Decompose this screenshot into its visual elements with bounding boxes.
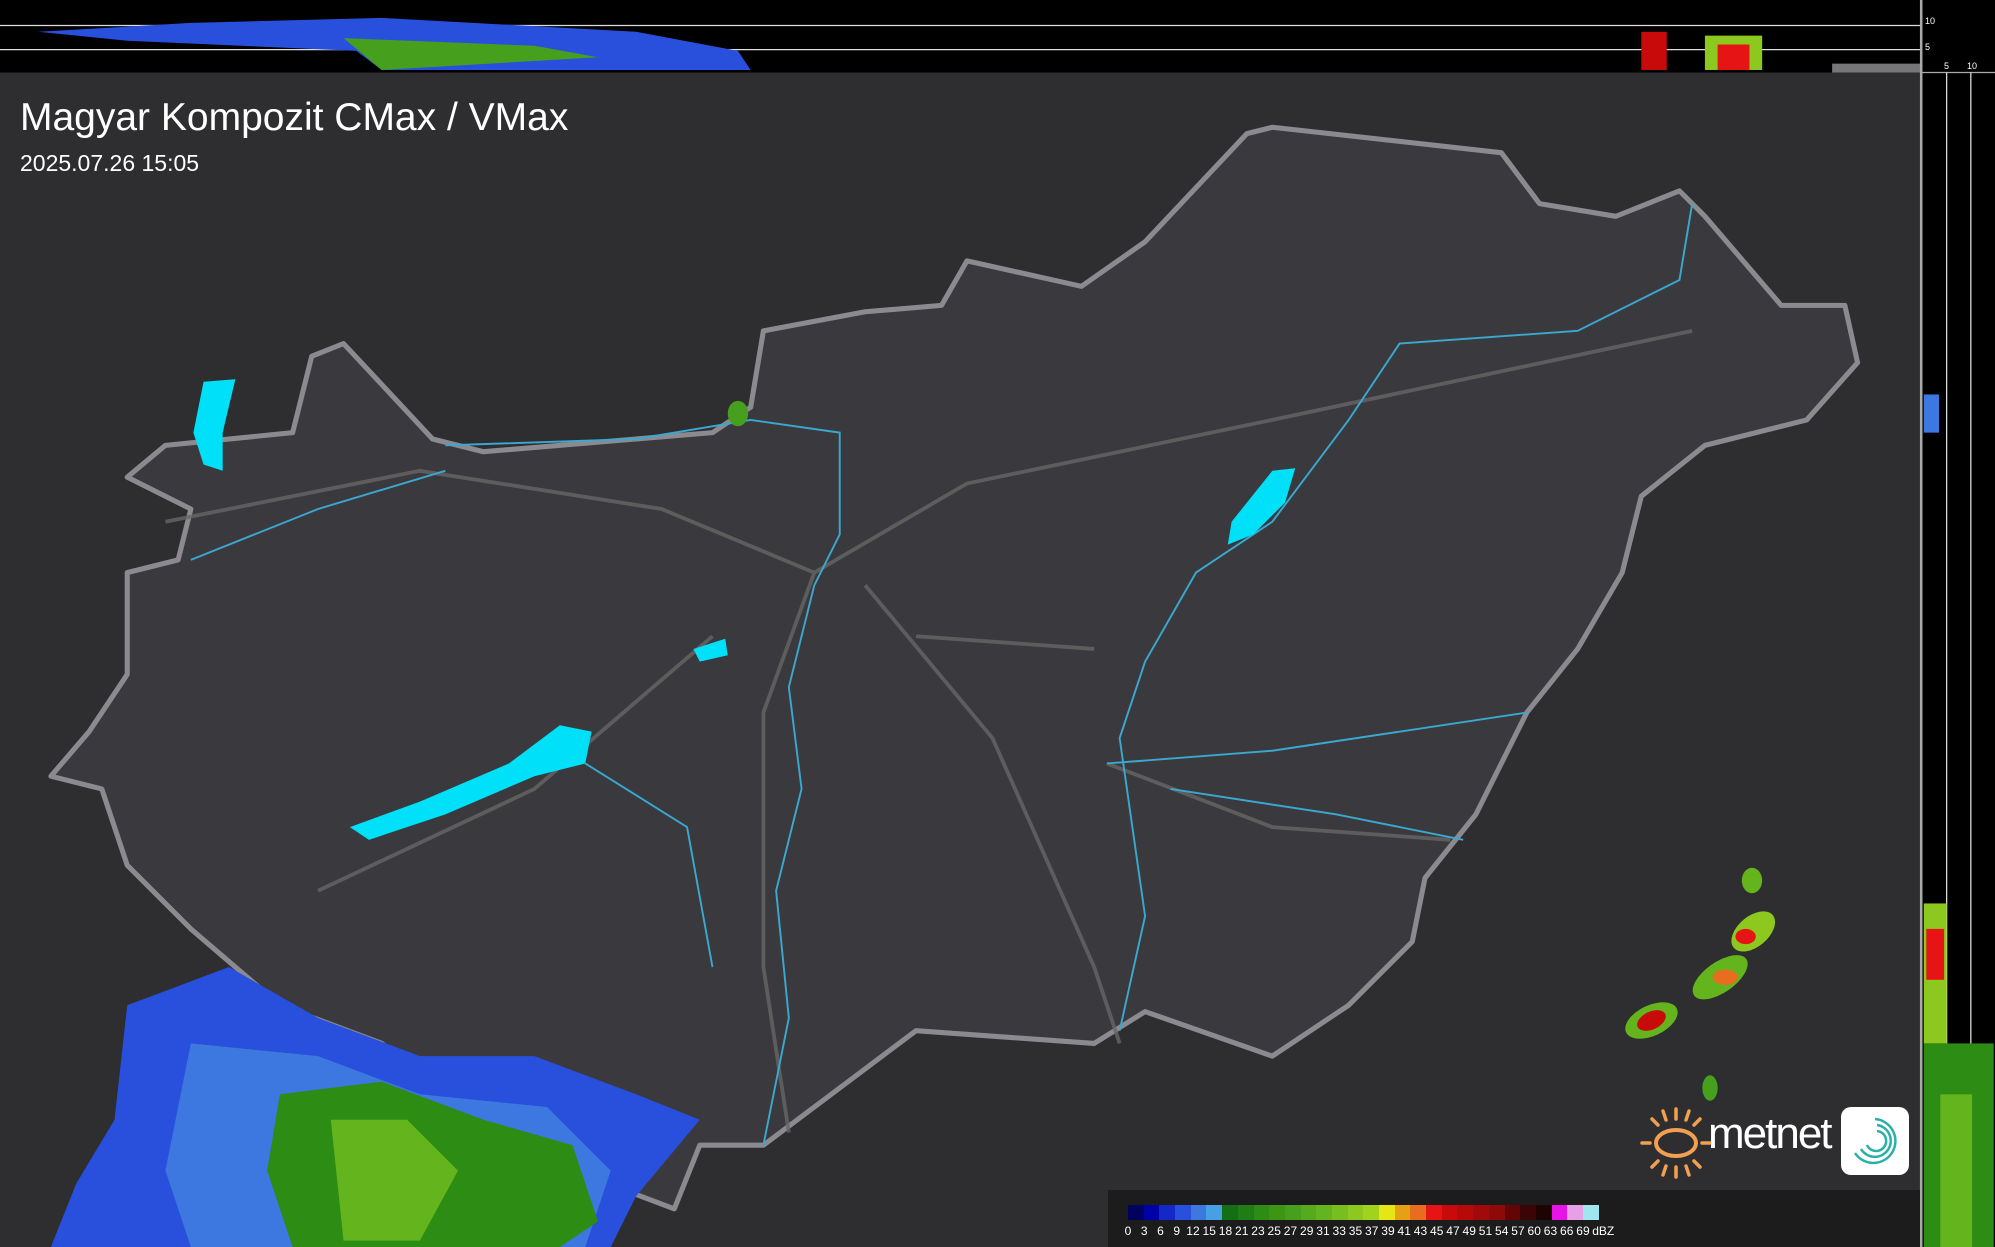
legend-label: 9 [1173,1224,1181,1238]
legend-swatch [1504,1205,1521,1220]
legend-label: 57 [1511,1224,1525,1238]
legend-swatch [1426,1205,1442,1220]
legend-swatch [1175,1205,1191,1220]
legend-swatch [1128,1205,1144,1220]
legend-label: 33 [1332,1224,1346,1238]
legend-swatch [1551,1205,1568,1220]
legend-label: 15 [1202,1224,1216,1238]
legend-swatch [1284,1205,1301,1220]
right-axis-tick: 5 [1944,61,1950,71]
legend-label: 0 [1124,1224,1132,1238]
radar-echoes-southwest [50,967,700,1247]
legend-label: 18 [1218,1224,1233,1238]
top-axis-tick: 10 [1925,16,1936,26]
legend-label: 6 [1157,1224,1164,1238]
legend-label: 49 [1462,1224,1476,1238]
legend-swatch [1582,1205,1599,1220]
legend-swatch [1394,1205,1411,1220]
top-axis-tick: 5 [1925,42,1931,52]
legend-swatch [1457,1205,1474,1220]
lakes [193,379,1296,840]
legend-swatch [1143,1205,1160,1220]
legend-label: 3 [1140,1224,1148,1238]
legend-labels: 0 3 6 9 12 15 18 21 23 25 27 29 31 33 35 37 39 41 43 45 47 49… [1124,1224,1918,1244]
reflectivity-legend: 0 3 6 9 12 15 18 21 23 25 27 29 31 33 35 37 39 41 43 45 47 49… [1108,1190,1920,1247]
legend-label: 25 [1267,1224,1281,1238]
legend-swatch [1331,1205,1348,1220]
legend-label: 37 [1365,1224,1379,1238]
legend-swatch [1410,1205,1427,1220]
legend-swatch [1206,1205,1223,1220]
legend-label: 43 [1413,1224,1428,1238]
legend-label: 35 [1348,1224,1363,1238]
legend-swatch [1363,1205,1379,1220]
legend-label: 21 [1235,1224,1249,1238]
legend-label: 41 [1397,1224,1411,1238]
legend-swatch [1473,1205,1489,1220]
legend-label: 27 [1283,1224,1298,1238]
legend-swatch [1488,1205,1505,1220]
legend-unit: dBZ [1592,1224,1615,1238]
legend-label: 31 [1316,1224,1330,1238]
legend-swatch [1237,1205,1254,1220]
lake-velence [693,638,728,662]
lake-ferto [193,379,236,471]
legend-swatch [1269,1205,1285,1220]
legend-label: 39 [1381,1224,1395,1238]
radar-echoes-southeast [727,400,1776,1101]
legend-swatch [1347,1205,1364,1220]
legend-swatch [1520,1205,1536,1220]
legend-label: 69 [1576,1224,1590,1238]
legend-swatch [1567,1205,1583,1220]
right-axis-tick: 10 [1967,61,1978,71]
legend-label: 66 [1560,1224,1574,1238]
legend-swatch [1222,1205,1238,1220]
legend-swatch [1441,1205,1458,1220]
map-timestamp: 2025.07.26 15:05 [20,150,200,176]
lake-balaton [349,725,592,840]
county-borders [165,328,1693,1133]
map-title: Magyar Kompozit CMax / VMax [20,96,569,139]
logo-text: metnet [1708,1109,1833,1158]
legend-label: 51 [1478,1224,1493,1238]
legend-swatch [1159,1205,1176,1220]
legend-label: 45 [1430,1224,1444,1238]
metnet-logo: metnet [1638,1105,1913,1180]
legend-label: 60 [1527,1224,1541,1238]
legend-swatch [1316,1205,1332,1220]
rivers [190,203,1694,1146]
swirl-icon [1841,1107,1909,1175]
sun-icon [1640,1107,1712,1179]
legend-swatch [1535,1205,1552,1220]
legend-label: 12 [1186,1224,1200,1238]
legend-label: 23 [1251,1224,1265,1238]
legend-label: 63 [1543,1224,1558,1238]
legend-swatch [1300,1205,1317,1220]
legend-label: 47 [1446,1224,1460,1238]
legend-swatch [1190,1205,1207,1220]
lake-tisza [1227,468,1296,545]
legend-swatch [1379,1205,1395,1220]
legend-label: 29 [1300,1224,1314,1238]
hungary-country [48,124,1861,1212]
legend-label: 54 [1495,1224,1509,1238]
legend-swatch [1253,1205,1270,1220]
legend-color-bar [1128,1205,1599,1220]
